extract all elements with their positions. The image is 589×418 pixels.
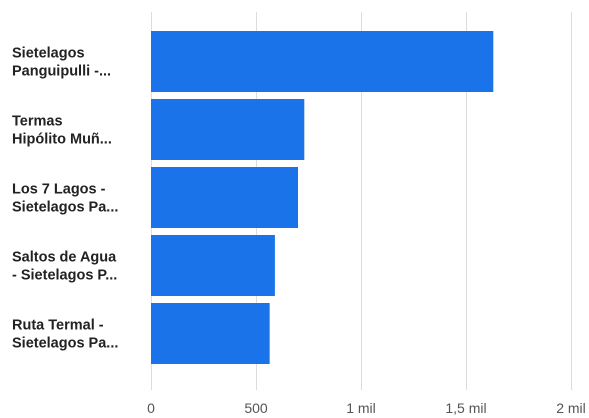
x-tick-label: 2 mil [556, 400, 586, 416]
x-tick-labels: 0 500 1 mil 1,5 mil 2 mil [147, 400, 586, 416]
category-label-line: Ruta Termal - [12, 318, 104, 334]
category-labels: Sietelagos Panguipulli -... Termas Hipólito… [12, 46, 118, 352]
category-label: Sietelagos Panguipulli -... [12, 46, 111, 80]
category-label-line: - Sietelagos P... [12, 268, 117, 284]
bar[interactable] [151, 235, 275, 296]
x-tick-label: 1 mil [346, 400, 376, 416]
bar[interactable] [151, 167, 298, 228]
category-label-line: Saltos de Agua [12, 250, 117, 266]
category-label-line: Sietelagos Pa... [12, 200, 118, 216]
category-label-line: Los 7 Lagos - [12, 182, 106, 198]
x-tick-label: 0 [147, 400, 155, 416]
category-label-line: Sietelagos [12, 46, 85, 62]
x-tick-label: 500 [244, 400, 268, 416]
category-label-line: Panguipulli -... [12, 64, 111, 80]
category-label: Los 7 Lagos - Sietelagos Pa... [12, 182, 118, 216]
category-label: Ruta Termal - Sietelagos Pa... [12, 318, 118, 352]
category-label-line: Sietelagos Pa... [12, 336, 118, 352]
bar[interactable] [151, 99, 305, 160]
category-label: Termas Hipólito Muñ... [12, 114, 112, 148]
category-label-line: Hipólito Muñ... [12, 132, 112, 148]
bars [151, 31, 494, 364]
category-label-line: Termas [12, 114, 63, 130]
x-tick-label: 1,5 mil [445, 400, 486, 416]
category-label: Saltos de Agua - Sietelagos P... [12, 250, 117, 284]
bar[interactable] [151, 303, 270, 364]
bar[interactable] [151, 31, 494, 92]
